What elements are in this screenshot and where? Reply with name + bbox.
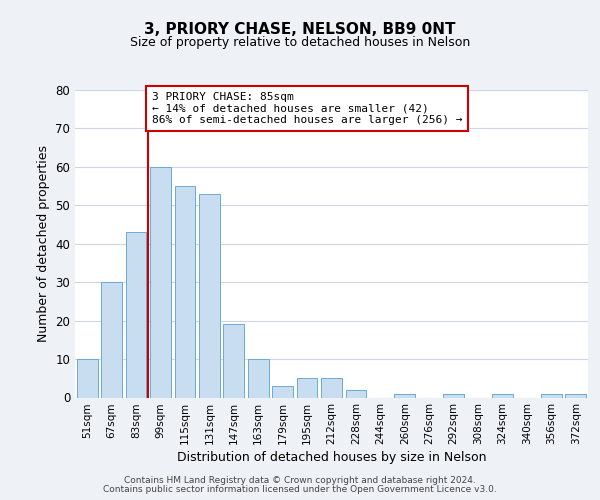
Text: Size of property relative to detached houses in Nelson: Size of property relative to detached ho… <box>130 36 470 49</box>
Bar <box>101 282 122 398</box>
Bar <box>321 378 342 398</box>
Text: 3 PRIORY CHASE: 85sqm
← 14% of detached houses are smaller (42)
86% of semi-deta: 3 PRIORY CHASE: 85sqm ← 14% of detached … <box>152 92 463 125</box>
Bar <box>77 359 98 398</box>
Bar <box>565 394 586 398</box>
Bar <box>199 194 220 398</box>
Bar <box>272 386 293 398</box>
Text: Contains HM Land Registry data © Crown copyright and database right 2024.: Contains HM Land Registry data © Crown c… <box>124 476 476 485</box>
Text: Contains public sector information licensed under the Open Government Licence v3: Contains public sector information licen… <box>103 485 497 494</box>
Bar <box>443 394 464 398</box>
Bar <box>125 232 146 398</box>
Bar <box>492 394 513 398</box>
Bar <box>150 167 171 398</box>
Bar <box>175 186 196 398</box>
Bar <box>346 390 367 398</box>
Bar <box>394 394 415 398</box>
Bar <box>223 324 244 398</box>
Text: 3, PRIORY CHASE, NELSON, BB9 0NT: 3, PRIORY CHASE, NELSON, BB9 0NT <box>144 22 456 38</box>
Bar <box>541 394 562 398</box>
Y-axis label: Number of detached properties: Number of detached properties <box>37 145 50 342</box>
Bar <box>296 378 317 398</box>
Bar <box>248 359 269 398</box>
X-axis label: Distribution of detached houses by size in Nelson: Distribution of detached houses by size … <box>177 452 486 464</box>
